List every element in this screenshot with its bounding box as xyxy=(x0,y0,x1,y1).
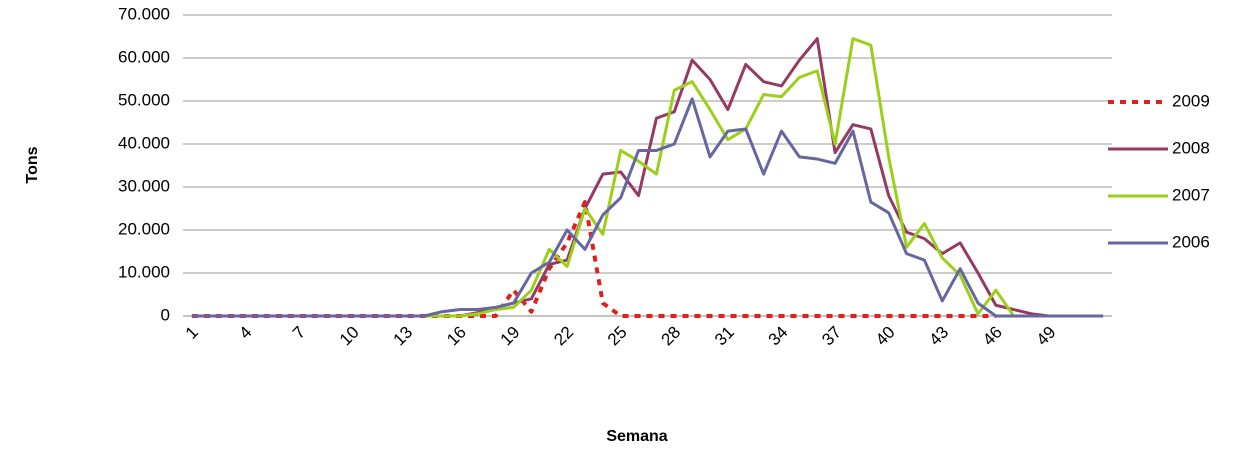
legend-label: 2007 xyxy=(1172,185,1210,204)
x-tick-label: 4 xyxy=(235,323,255,343)
x-tick-label: 25 xyxy=(604,323,631,350)
y-tick-label: 40.000 xyxy=(118,133,170,152)
x-tick-label: 22 xyxy=(550,323,577,350)
x-tick-label: 19 xyxy=(497,323,524,350)
x-tick-label: 46 xyxy=(979,323,1006,350)
x-tick-label: 40 xyxy=(872,323,899,350)
y-tick-label: 0 xyxy=(161,305,170,324)
x-tick-label: 13 xyxy=(390,323,417,350)
y-tick-label: 10.000 xyxy=(118,262,170,281)
line-series xyxy=(191,37,1104,318)
y-tick-label: 70.000 xyxy=(118,4,170,23)
legend-label: 2006 xyxy=(1172,232,1210,251)
x-tick-label: 28 xyxy=(657,323,684,350)
y-tick-label: 60.000 xyxy=(118,47,170,66)
legend-label: 2008 xyxy=(1172,138,1210,157)
y-tick-label: 30.000 xyxy=(118,176,170,195)
line-series xyxy=(191,37,1104,318)
y-axis-title: Tons xyxy=(24,146,41,183)
x-tick-label: 37 xyxy=(818,323,845,350)
y-tick-label: 20.000 xyxy=(118,219,170,238)
x-tick-label: 7 xyxy=(289,323,309,343)
line-series xyxy=(191,97,1104,318)
y-tick-label: 50.000 xyxy=(118,90,170,109)
x-tick-label: 1 xyxy=(182,323,202,343)
x-tick-label: 49 xyxy=(1033,323,1060,350)
x-tick-label: 43 xyxy=(925,323,952,350)
x-tick-label: 34 xyxy=(765,323,792,350)
x-axis-title: Semana xyxy=(606,428,667,445)
x-tick-label: 10 xyxy=(336,323,363,350)
x-tick-label: 16 xyxy=(443,323,470,350)
legend-label: 2009 xyxy=(1172,91,1210,110)
x-tick-label: 31 xyxy=(711,323,738,350)
